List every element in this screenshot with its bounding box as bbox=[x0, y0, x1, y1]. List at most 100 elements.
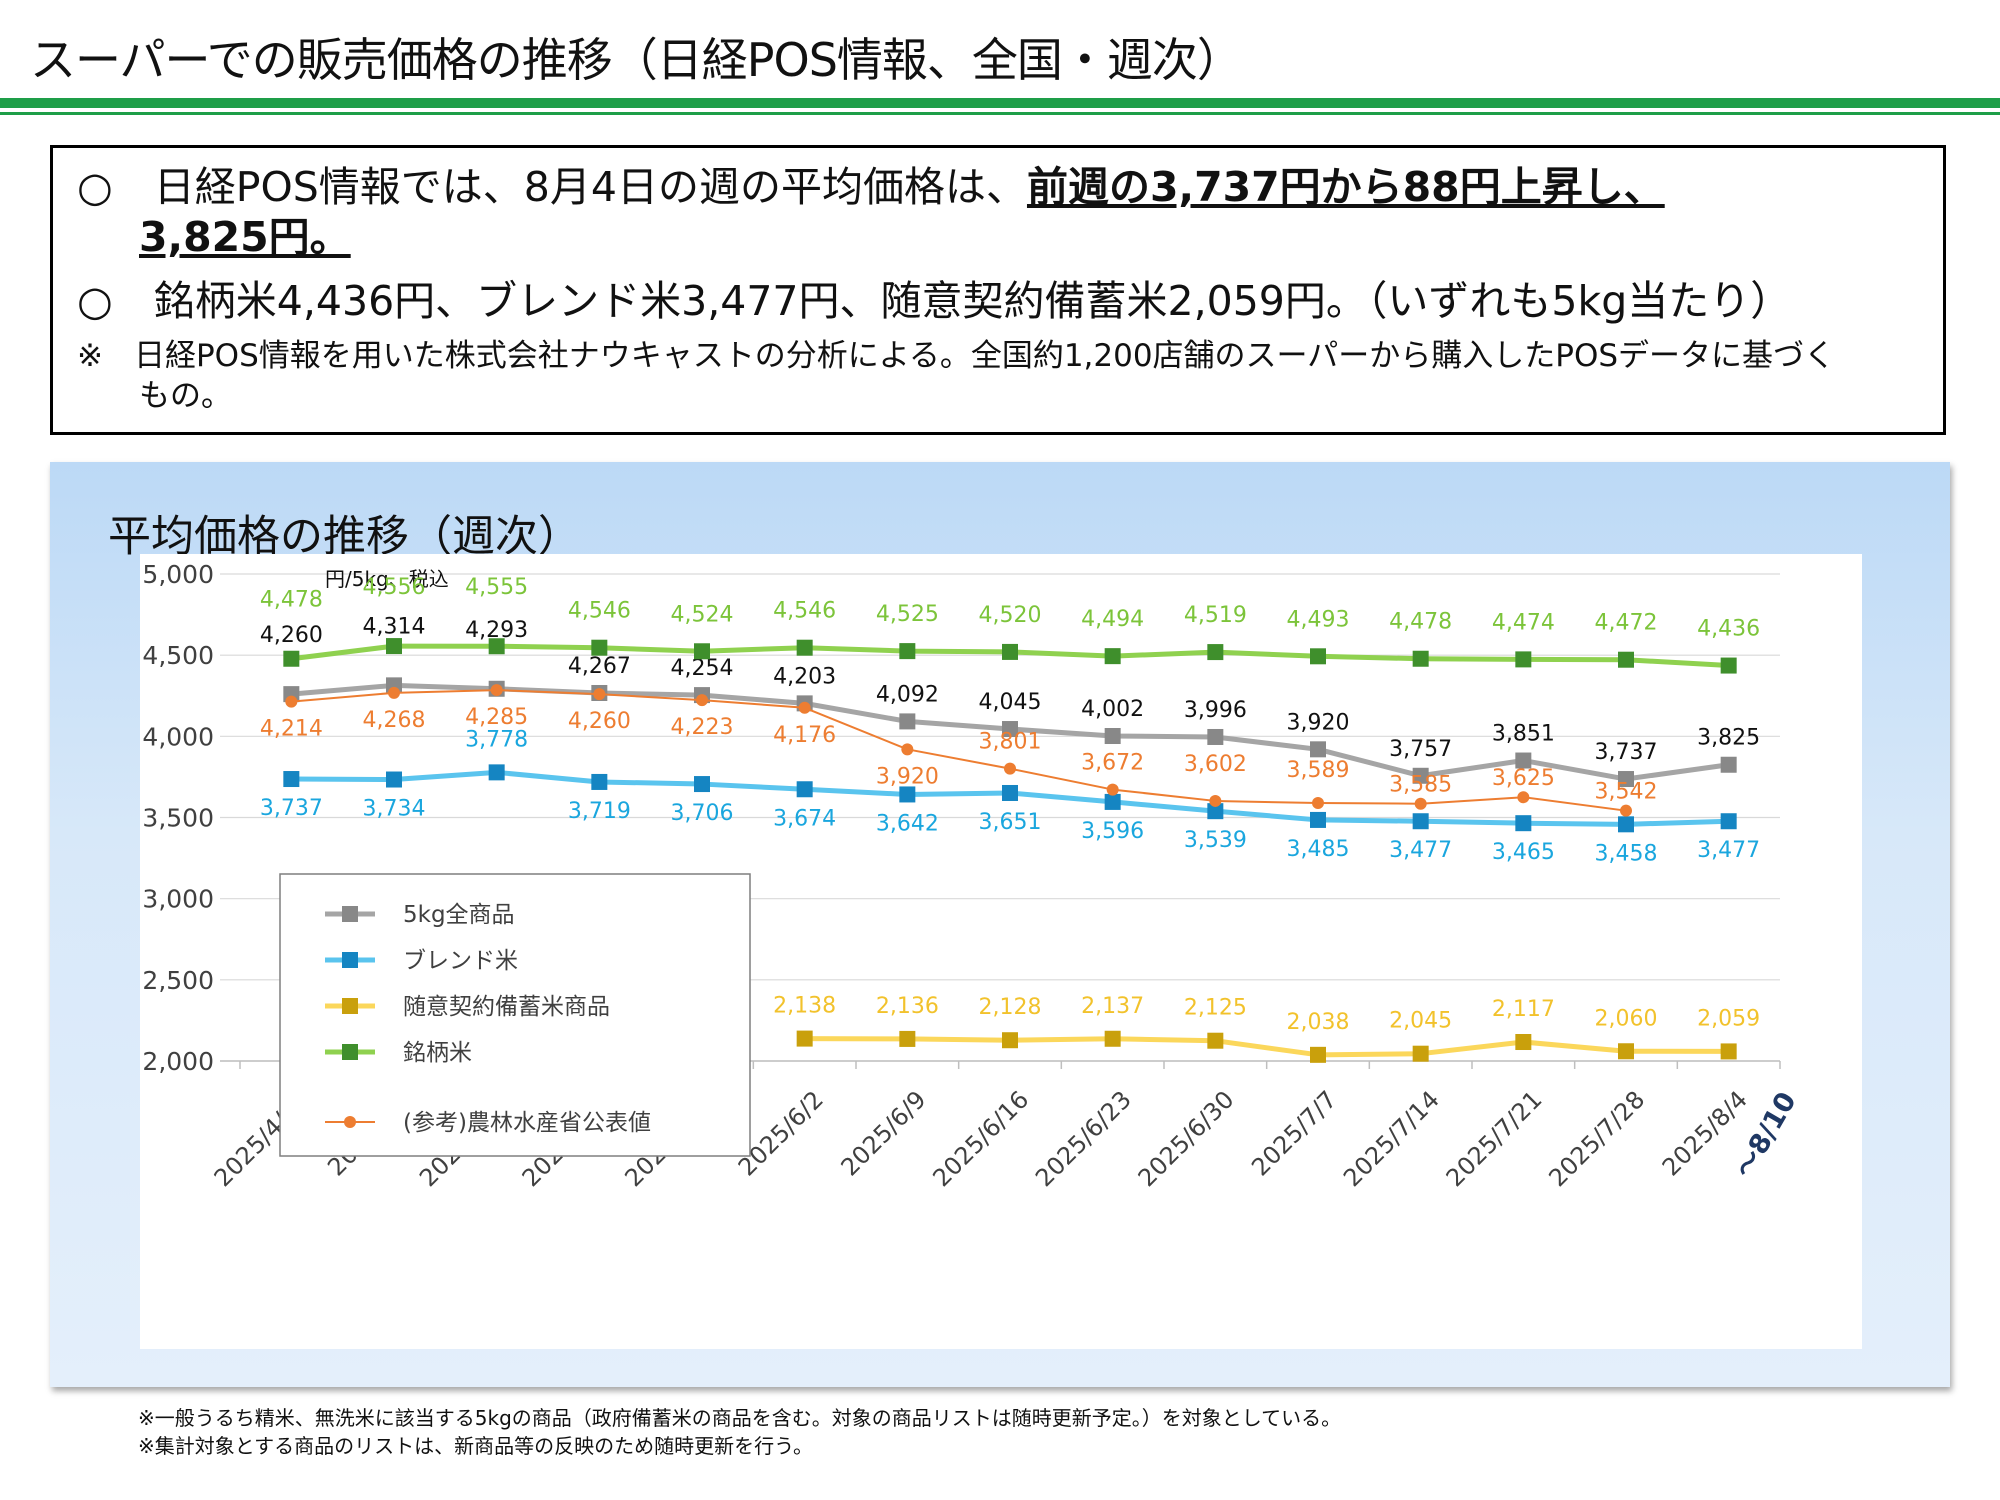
data-label: 3,539 bbox=[1184, 828, 1247, 853]
data-point bbox=[283, 771, 300, 788]
data-point bbox=[1207, 728, 1224, 745]
data-point bbox=[796, 781, 813, 798]
y-tick-label: 2,500 bbox=[142, 966, 214, 995]
unit-label: 円/5kg、税込 bbox=[325, 567, 449, 591]
data-point bbox=[490, 684, 503, 697]
data-label: 4,223 bbox=[671, 715, 734, 740]
data-label: 4,203 bbox=[773, 664, 836, 689]
data-point bbox=[1720, 1043, 1737, 1060]
x-tick-label: 2025/6/23 bbox=[1030, 1085, 1137, 1192]
data-point bbox=[899, 1030, 916, 1047]
data-point bbox=[1412, 813, 1429, 830]
data-label: 3,920 bbox=[1287, 710, 1350, 735]
page-title: スーパーでの販売価格の推移（日経POS情報、全国・週次） bbox=[30, 33, 1243, 87]
data-label: 4,472 bbox=[1595, 611, 1658, 636]
chart-panel-title: 平均価格の推移（週次） bbox=[108, 512, 581, 562]
data-point bbox=[694, 776, 710, 793]
data-point bbox=[1310, 811, 1326, 828]
data-point bbox=[1412, 650, 1429, 667]
data-label: 3,757 bbox=[1389, 737, 1452, 762]
data-point bbox=[1106, 783, 1119, 796]
x-tick-label: 2025/7/21 bbox=[1441, 1085, 1548, 1192]
data-point bbox=[1310, 648, 1326, 665]
legend-swatch-marker bbox=[342, 998, 358, 1014]
data-point bbox=[1720, 756, 1737, 773]
footnote-1: ※一般うるち精米、無洗米に該当する5kgの商品（政府備蓄米の商品を含む。対象の商… bbox=[138, 1406, 1342, 1430]
data-label: 3,542 bbox=[1595, 780, 1658, 805]
data-label: 3,602 bbox=[1184, 752, 1247, 777]
summary-line-1-prefix: ○ 日経POS情報では、8月4日の週の平均価格は、 bbox=[77, 163, 1027, 211]
data-label: 4,494 bbox=[1081, 607, 1144, 632]
data-point bbox=[1310, 741, 1326, 758]
chart-panel: 平均価格の推移（週次） 2,000 2,500 3,000 3,500 4,000 4,5… bbox=[50, 462, 1950, 1387]
data-point bbox=[696, 694, 708, 707]
data-point bbox=[899, 713, 916, 730]
data-label: 3,477 bbox=[1389, 838, 1452, 863]
y-tick-label: 3,500 bbox=[142, 804, 214, 833]
data-label: 4,002 bbox=[1081, 697, 1144, 722]
data-label: 4,045 bbox=[979, 690, 1042, 715]
data-point bbox=[388, 686, 400, 699]
data-label: 4,314 bbox=[363, 614, 426, 639]
data-point bbox=[591, 773, 608, 790]
data-label: 4,493 bbox=[1287, 607, 1350, 632]
data-point bbox=[1207, 803, 1224, 820]
data-point bbox=[1515, 1034, 1532, 1051]
data-point bbox=[1312, 797, 1324, 810]
y-tick-label: 2,000 bbox=[142, 1047, 214, 1076]
data-label: 2,045 bbox=[1389, 1009, 1452, 1034]
data-label: 2,136 bbox=[876, 994, 939, 1019]
footnotes: ※一般うるち精米、無洗米に該当する5kgの商品（政府備蓄米の商品を含む。対象の商… bbox=[138, 1404, 1341, 1460]
data-label: 4,268 bbox=[363, 708, 426, 733]
data-point bbox=[1720, 657, 1737, 674]
data-point bbox=[796, 1030, 813, 1047]
data-label: 3,719 bbox=[568, 799, 631, 824]
data-label: 4,525 bbox=[876, 602, 939, 627]
data-point bbox=[1618, 771, 1634, 788]
data-label: 4,436 bbox=[1697, 617, 1760, 642]
data-label: 4,478 bbox=[1389, 610, 1452, 635]
data-label: 3,485 bbox=[1287, 837, 1350, 862]
data-label: 2,128 bbox=[979, 995, 1042, 1020]
data-label: 3,674 bbox=[773, 806, 836, 831]
data-point bbox=[1720, 813, 1737, 830]
data-point bbox=[1209, 794, 1222, 807]
data-point bbox=[1207, 1032, 1224, 1049]
data-point bbox=[1002, 784, 1018, 801]
data-point bbox=[901, 743, 914, 756]
data-label: 3,851 bbox=[1492, 722, 1555, 747]
y-tick-label: 3,000 bbox=[142, 885, 214, 914]
data-point bbox=[591, 639, 608, 656]
data-label: 3,672 bbox=[1081, 751, 1144, 776]
x-tick-label: 2025/7/28 bbox=[1543, 1085, 1650, 1192]
line-chart: 2,000 2,500 3,000 3,500 4,000 4,500 5,000 円/5kg… bbox=[142, 560, 1802, 1192]
data-label: 3,734 bbox=[363, 797, 426, 822]
series-line bbox=[804, 1036, 1729, 1058]
legend-swatch-marker bbox=[342, 1044, 358, 1060]
data-point bbox=[899, 786, 916, 803]
data-point bbox=[1104, 648, 1121, 665]
data-label: 2,138 bbox=[773, 994, 836, 1019]
data-label: 4,556 bbox=[363, 575, 426, 600]
title-rule bbox=[0, 98, 2000, 108]
data-label: 3,996 bbox=[1184, 698, 1247, 723]
summary-box: ○ 日経POS情報では、8月4日の週の平均価格は、前週の3,737円から88円上… bbox=[50, 145, 1946, 435]
data-label: 4,519 bbox=[1184, 603, 1247, 628]
legend-label: ブレンド米 bbox=[403, 948, 518, 974]
data-label: 3,801 bbox=[979, 730, 1042, 755]
data-point bbox=[1618, 651, 1634, 668]
data-point bbox=[488, 638, 505, 655]
title-rule-thin bbox=[0, 112, 2000, 115]
x-tick-label: 2025/6/30 bbox=[1133, 1085, 1240, 1192]
data-point bbox=[1002, 643, 1018, 660]
data-point bbox=[1517, 791, 1530, 804]
data-label: 4,474 bbox=[1492, 610, 1555, 635]
footnote-2: ※集計対象とする商品のリストは、新商品等の反映のため随時更新を行う。 bbox=[138, 1434, 813, 1458]
data-point bbox=[1104, 793, 1121, 810]
summary-note-1: ※ 日経POS情報を用いた株式会社ナウキャストの分析による。全国約1,200店舗… bbox=[77, 338, 1836, 374]
data-label: 4,092 bbox=[876, 682, 939, 707]
data-point bbox=[1412, 1045, 1429, 1062]
data-label: 3,458 bbox=[1595, 841, 1658, 866]
data-label: 3,706 bbox=[671, 801, 734, 826]
data-point bbox=[1004, 762, 1016, 775]
